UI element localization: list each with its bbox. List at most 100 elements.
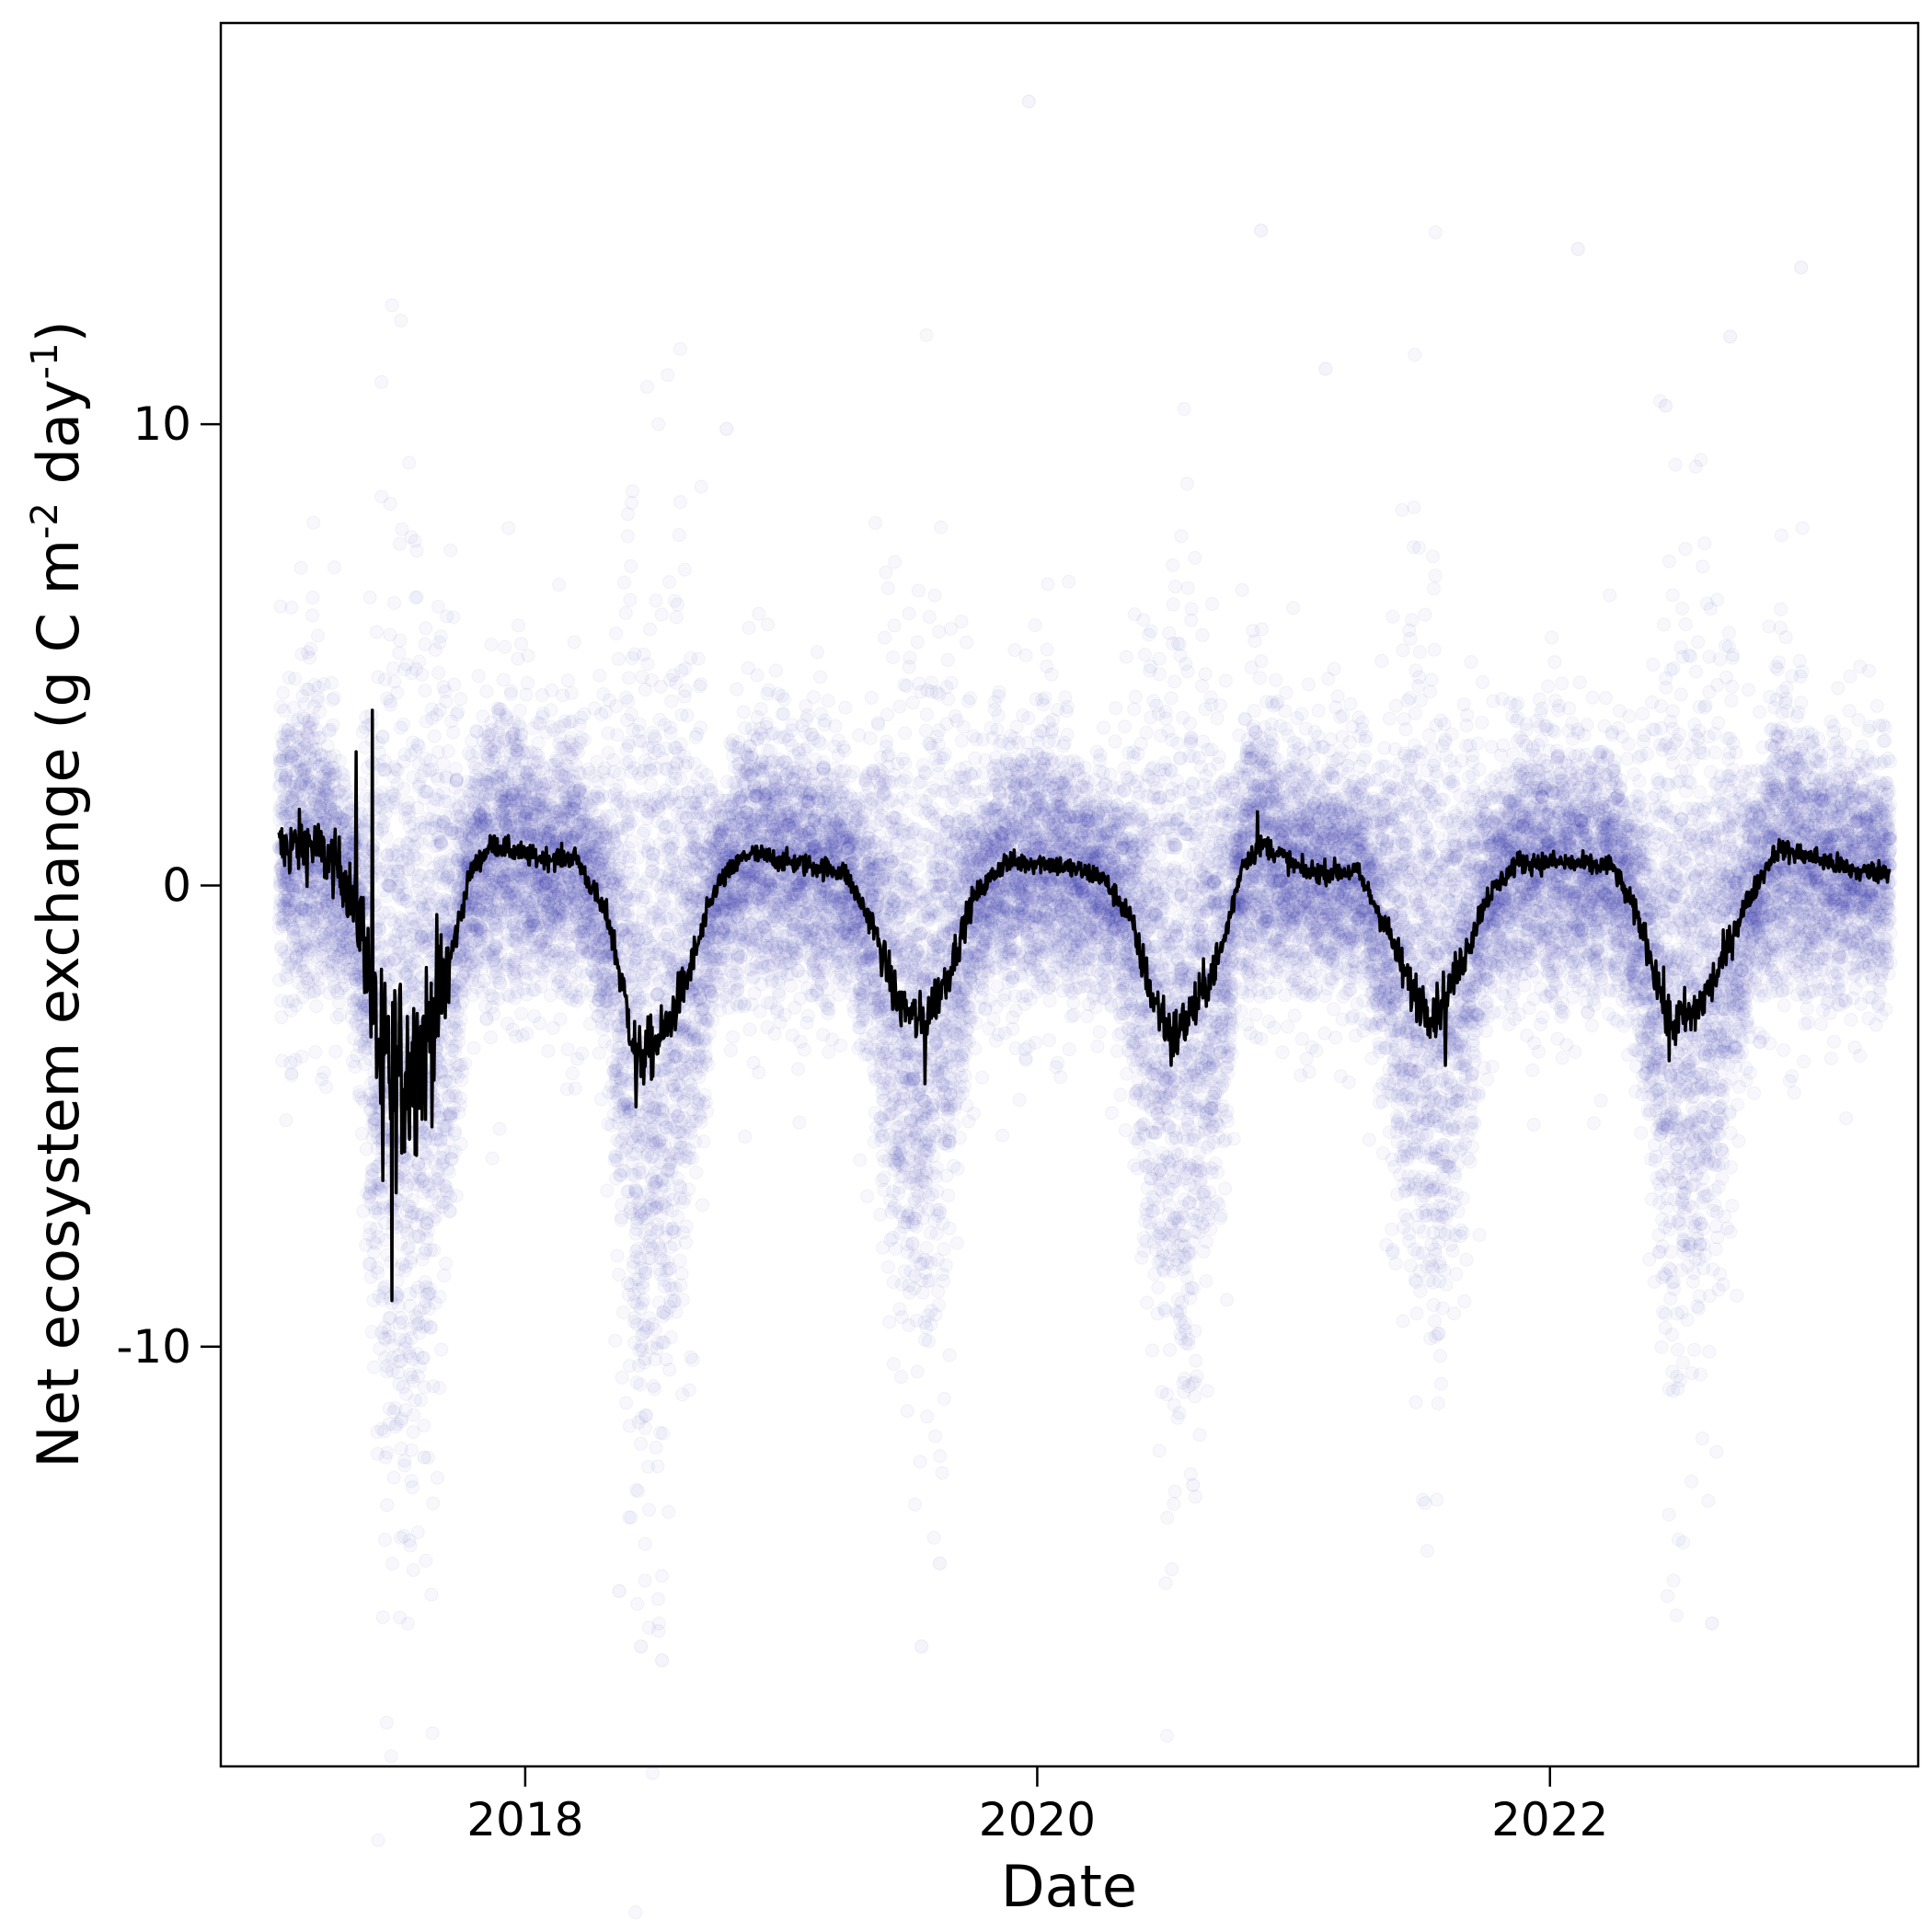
observation-point [442,745,454,758]
observation-point [373,924,385,937]
observation-point [328,692,340,705]
observation-point [385,1750,397,1763]
observation-point [277,686,290,699]
observation-point [438,1269,451,1282]
observation-point [532,737,545,750]
observation-point [435,1343,448,1356]
observation-point [413,655,426,668]
observation-point [310,1000,323,1013]
observation-point [440,1257,453,1270]
observation-point [480,685,493,698]
observation-point [459,1057,472,1070]
observation-point [592,1047,605,1060]
observation-point [497,673,510,686]
observation-point [388,596,401,609]
observation-point [565,686,578,699]
observation-point [376,1611,389,1624]
observation-point [513,704,526,717]
observation-point [427,1497,440,1510]
observation-point [381,1446,394,1459]
observation-point [428,1244,441,1257]
observation-point [420,622,432,635]
observation-point [397,782,410,795]
observation-point [408,1409,420,1421]
observation-point [385,698,397,711]
observation-point [394,634,407,647]
observation-point [313,706,326,719]
observation-point [443,1204,456,1217]
observation-point [306,592,319,604]
observation-point [397,719,410,731]
observation-point [494,977,507,990]
observation-point [611,729,624,742]
observation-point [545,704,558,717]
observation-point [610,627,623,639]
observation-point [398,1459,411,1472]
observation-point [522,650,535,662]
observation-point [435,836,448,849]
observation-point [425,1588,438,1601]
observation-point [554,1013,567,1026]
observation-point [404,1539,417,1552]
observation-point [401,1617,414,1630]
observation-point [553,579,566,592]
observation-point [329,1045,342,1058]
observation-points [272,95,1897,1918]
observation-point [424,1321,437,1334]
observation-point [307,516,320,529]
observation-point [454,693,467,706]
observation-point [285,1067,298,1080]
observation-point [620,1397,633,1409]
observation-point [472,670,485,683]
observation-point [454,1098,466,1111]
observation-point [285,601,298,614]
observation-point [447,726,460,739]
observation-point [443,1166,455,1179]
observation-point [444,544,457,557]
observation-point [593,669,606,682]
observation-point [488,1007,500,1020]
observation-point [623,672,636,684]
observation-point [615,1371,628,1384]
observation-point [515,729,528,742]
observation-point [333,754,346,767]
observation-point [395,314,408,327]
observation-point [298,960,311,973]
observation-point [405,1443,418,1456]
observation-point [437,757,450,770]
observation-point [403,456,416,469]
observation-point [368,1361,381,1374]
observation-point [493,1122,506,1135]
observation-point [499,640,512,653]
observation-point [419,684,431,697]
observation-point [447,611,460,624]
observation-point [434,630,447,643]
observation-point [561,674,574,687]
observation-point [621,530,634,543]
observation-point [411,956,424,969]
observation-point [414,1394,427,1407]
observation-point [612,652,625,665]
observation-point [452,706,465,719]
observation-point [317,1066,330,1079]
observation-point [515,1007,528,1020]
observation-point [453,1035,466,1048]
observation-point [368,847,381,860]
observation-point [380,831,393,844]
observation-point [520,688,533,701]
observation-point [375,375,388,388]
observation-point [467,1041,480,1054]
observation-point [280,1114,293,1127]
observation-point [294,561,307,574]
observation-point [454,1013,467,1026]
observation-point [381,1499,394,1512]
observation-point [305,642,317,655]
observation-point [289,673,302,685]
observation-point [486,1152,499,1165]
observation-point [319,1081,332,1094]
observation-point [385,299,398,312]
observation-point [618,576,631,589]
observation-point [619,606,632,619]
observation-point [406,1481,419,1494]
observation-point [325,677,338,690]
